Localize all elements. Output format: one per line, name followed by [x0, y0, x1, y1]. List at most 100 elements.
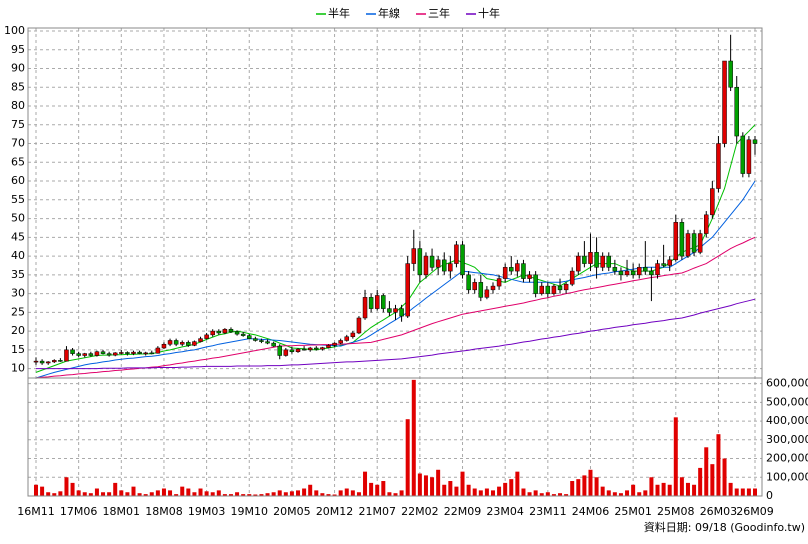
legend-label: 十年	[478, 6, 500, 20]
y-tick-label: 85	[11, 80, 25, 93]
candle-body	[630, 270, 636, 276]
volume-bar	[107, 492, 112, 496]
volume-bar	[509, 479, 514, 496]
candle-body	[283, 349, 289, 356]
volume-bar	[704, 447, 709, 496]
volume-bar	[527, 492, 532, 496]
volume-bar	[64, 477, 69, 496]
candle-body	[728, 60, 733, 88]
candle-body	[350, 332, 356, 337]
candle-body	[277, 345, 282, 356]
volume-bar	[478, 490, 483, 496]
candle-body	[100, 351, 106, 354]
candle-body	[387, 308, 392, 313]
candle-body	[435, 259, 441, 268]
volume-bar	[235, 492, 240, 496]
volume-bar	[746, 488, 751, 496]
x-tick-label: 24M06	[572, 505, 610, 518]
candle-body	[52, 360, 57, 363]
volume-bar	[265, 493, 270, 496]
volume-bar	[363, 471, 368, 496]
candle-body	[362, 297, 368, 319]
volume-bar	[685, 482, 690, 496]
x-tick-label: 23M11	[529, 505, 567, 518]
candle-body	[307, 347, 313, 351]
candle-body	[240, 333, 246, 336]
x-tick-label: 18M08	[145, 505, 183, 518]
x-tick-label: 19M03	[188, 505, 226, 518]
x-tick-label: 18M01	[103, 505, 141, 518]
candle-body	[131, 351, 136, 354]
y-tick-label: 100	[4, 24, 25, 37]
x-tick-label: 19M10	[231, 505, 269, 518]
candle-body	[710, 188, 715, 216]
candle-body	[247, 335, 252, 339]
candle-body	[88, 353, 94, 356]
volume-bar	[430, 477, 435, 496]
volume-bar	[149, 492, 154, 496]
y-tick-label: 60	[11, 174, 25, 187]
volume-bar	[387, 492, 392, 496]
volume-bar	[606, 490, 611, 496]
x-tick-label: 26M09	[736, 505, 774, 518]
candle-body	[112, 352, 118, 356]
candle-body	[624, 270, 630, 276]
volume-bar	[472, 488, 477, 496]
volume-bar	[216, 490, 221, 496]
volume-bar	[588, 469, 593, 496]
grid	[28, 28, 762, 497]
volume-bar	[289, 491, 294, 496]
volume-bar	[551, 494, 556, 496]
volume-bar	[643, 490, 648, 496]
volume-bar	[661, 482, 666, 496]
candle-body	[649, 270, 654, 276]
y-tick-label: 70	[11, 137, 25, 150]
y2-tick-label: 300,000	[766, 433, 808, 446]
candle-body	[502, 267, 508, 279]
candle-body	[667, 259, 672, 266]
volume-bar	[722, 458, 727, 496]
volume-bar	[490, 490, 495, 496]
volume-bar	[625, 490, 630, 496]
volume-bar	[399, 490, 404, 496]
candle-body	[70, 349, 75, 354]
volume-bar	[88, 493, 93, 496]
volume-bar	[320, 493, 325, 496]
candle-body	[557, 285, 563, 291]
volume-bar	[710, 464, 715, 496]
volume-bar	[125, 492, 130, 496]
candle-body	[137, 351, 142, 354]
volume-frame	[27, 377, 763, 497]
candle-body	[161, 343, 167, 349]
volume-bar	[137, 493, 142, 496]
volume-bar	[448, 481, 453, 496]
candle-body	[58, 360, 63, 362]
y2-tick-label: 0	[766, 489, 773, 502]
y-tick-label: 20	[11, 324, 25, 337]
volume-bar	[716, 434, 721, 496]
volume-bar	[356, 492, 361, 496]
volume-bar	[192, 492, 197, 496]
volume-bar	[131, 486, 136, 496]
volume-bar	[228, 494, 233, 496]
candle-body	[186, 342, 191, 346]
volume-bar	[381, 481, 386, 496]
legend-label: 半年	[328, 6, 350, 20]
volume-bar	[393, 493, 398, 496]
candle-body	[429, 255, 435, 268]
candle-body	[746, 139, 752, 174]
volume-bar	[539, 493, 544, 496]
y2-tick-label: 100,000	[766, 470, 808, 483]
candle-body	[460, 244, 465, 276]
volume-bar	[143, 494, 148, 496]
candle-body	[484, 289, 490, 298]
candle-body	[533, 274, 538, 294]
y-tick-label: 65	[11, 155, 25, 168]
candle-body	[374, 295, 380, 309]
volume-bar	[442, 484, 447, 496]
candle-body	[472, 282, 477, 291]
candle-body	[576, 255, 581, 272]
candle-body	[417, 248, 423, 276]
candle-body	[295, 348, 301, 352]
y-tick-label: 80	[11, 99, 25, 112]
